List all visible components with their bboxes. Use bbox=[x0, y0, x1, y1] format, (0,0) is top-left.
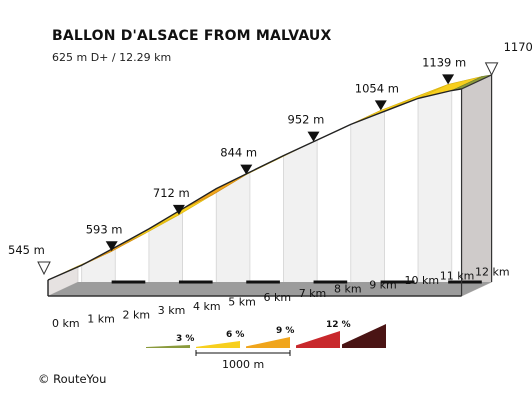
profile-front-panel bbox=[384, 97, 419, 297]
legend-swatch bbox=[342, 324, 386, 348]
elevation-marker bbox=[442, 74, 455, 85]
grade-legend: 3 % 6 % 9 % 12 % 1000 m bbox=[146, 320, 386, 371]
elevation-marker bbox=[240, 164, 253, 175]
elevation-marker bbox=[374, 100, 387, 111]
x-tick-label: 12 km bbox=[475, 265, 510, 278]
km-ticks: 0 km 1 km 2 km 3 km 4 km 5 km 6 km 7 km 8 km 9 km… bbox=[52, 265, 510, 330]
end-marker bbox=[484, 62, 499, 77]
legend-swatch bbox=[146, 345, 190, 348]
elevation-label: 712 m bbox=[153, 186, 190, 200]
x-tick-label: 5 km bbox=[228, 296, 256, 309]
legend-label: 6 % bbox=[226, 330, 244, 340]
elevation-label: 844 m bbox=[220, 146, 257, 160]
profile-front-panel bbox=[249, 154, 284, 297]
x-tick-label: 7 km bbox=[299, 287, 327, 300]
x-tick-label: 6 km bbox=[264, 291, 292, 304]
chart-subtitle: 625 m D+ / 12.29 km bbox=[52, 51, 171, 64]
profile-front-panel bbox=[417, 89, 453, 297]
legend-label: 9 % bbox=[276, 326, 294, 336]
x-tick-label: 4 km bbox=[193, 300, 221, 313]
x-tick-label: 3 km bbox=[158, 304, 186, 317]
elevation-marker bbox=[307, 131, 320, 142]
x-tick-label: 11 km bbox=[440, 270, 475, 283]
x-tick-label: 2 km bbox=[123, 308, 151, 321]
x-tick-label: 9 km bbox=[369, 278, 397, 291]
profile-top-surface bbox=[47, 73, 493, 296]
elevation-marker bbox=[172, 204, 185, 215]
scale-bar-label: 1000 m bbox=[222, 358, 264, 371]
start-marker bbox=[37, 261, 51, 276]
elevation-label: 545 m bbox=[8, 243, 45, 257]
x-tick-label: 1 km bbox=[87, 313, 115, 326]
x-tick-label: 8 km bbox=[334, 283, 362, 296]
elevation-annotations: 545 m 593 m 712 m 844 m 952 m 1054 m 1139 m 117… bbox=[8, 40, 532, 276]
chart-title: BALLON D'ALSACE FROM MALVAUX bbox=[52, 28, 332, 44]
profile-front-panel bbox=[182, 187, 217, 297]
profile-front-edge bbox=[47, 88, 462, 281]
legend-label: 3 % bbox=[176, 334, 194, 344]
elevation-label: 952 m bbox=[288, 113, 325, 127]
profile-front-panel bbox=[451, 88, 463, 297]
elevation-label: 1139 m bbox=[422, 55, 466, 69]
x-tick-label: 10 km bbox=[405, 274, 440, 287]
profile-base bbox=[48, 282, 492, 296]
profile-front-panel bbox=[215, 171, 251, 297]
legend-swatch bbox=[196, 341, 240, 348]
profile-end-face bbox=[461, 74, 493, 297]
copyright-text: © RouteYou bbox=[38, 372, 106, 386]
legend-swatch bbox=[296, 331, 340, 348]
legend-label: 12 % bbox=[326, 320, 351, 330]
profile-front-panel bbox=[316, 123, 352, 297]
x-tick-label: 0 km bbox=[52, 317, 80, 330]
profile-front-panel bbox=[283, 139, 318, 297]
legend-swatch bbox=[246, 337, 290, 348]
profile-body bbox=[47, 74, 493, 297]
elevation-label: 593 m bbox=[86, 222, 123, 236]
elevation-marker bbox=[105, 241, 118, 252]
elevation-label: 1170 m bbox=[504, 40, 532, 54]
elevation-label: 1054 m bbox=[355, 81, 399, 95]
profile-front-panel bbox=[350, 110, 385, 297]
